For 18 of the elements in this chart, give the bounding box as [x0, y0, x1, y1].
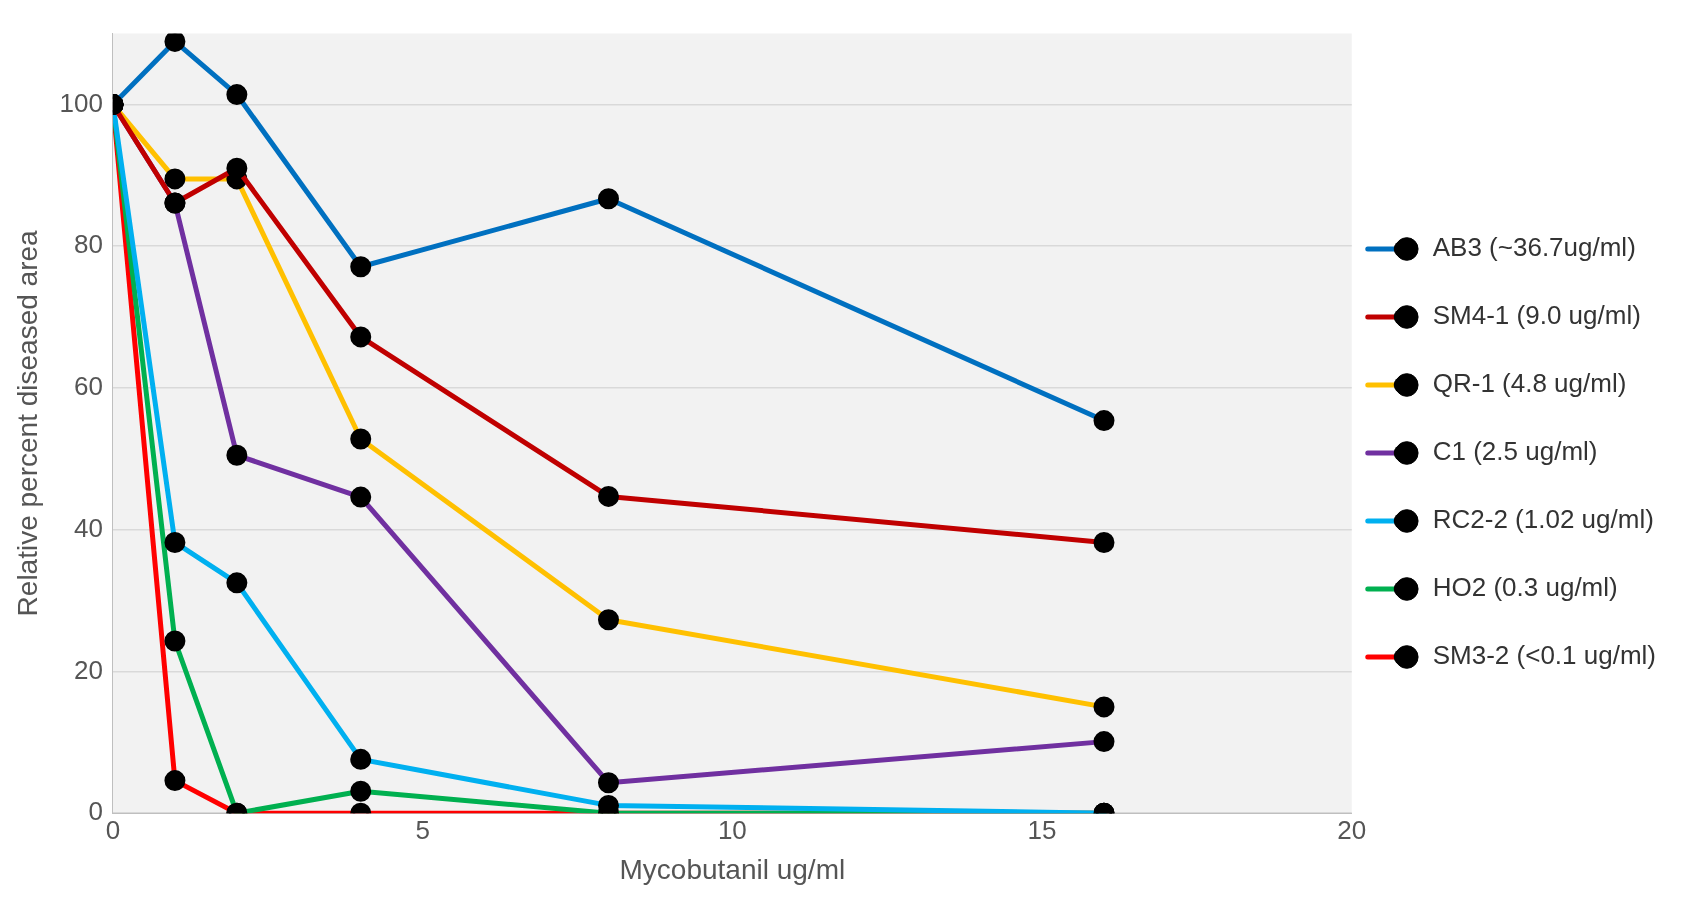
y-tick-label: 80 — [74, 229, 103, 260]
x-tick-label: 15 — [1027, 814, 1057, 845]
legend-label: HO2 (0.3 ug/ml) — [1432, 572, 1618, 603]
legend-label: RC2-2 (1.02 ug/ml) — [1432, 504, 1654, 535]
legend-label: QR-1 (4.8 ug/ml) — [1432, 368, 1627, 399]
y-tick-label: 20 — [74, 654, 103, 685]
x-tick-label: 10 — [717, 814, 747, 845]
legend-label: C1 (2.5 ug/ml) — [1432, 436, 1598, 467]
y-axis-title: Relative percent diseased area — [11, 229, 43, 617]
x-tick-label: 5 — [415, 814, 430, 845]
x-tick-label: 20 — [1337, 814, 1367, 845]
y-tick-label: 40 — [74, 512, 103, 543]
legend-label: SM3-2 (<0.1 ug/ml) — [1432, 640, 1656, 671]
x-axis-title: Mycobutanil ug/ml — [619, 853, 846, 885]
legend-label: SM4-1 (9.0 ug/ml) — [1432, 300, 1641, 331]
y-tick-label: 60 — [74, 371, 103, 402]
y-tick-label: 100 — [59, 87, 103, 118]
legend-label: AB3 (~36.7ug/ml) — [1432, 232, 1636, 263]
